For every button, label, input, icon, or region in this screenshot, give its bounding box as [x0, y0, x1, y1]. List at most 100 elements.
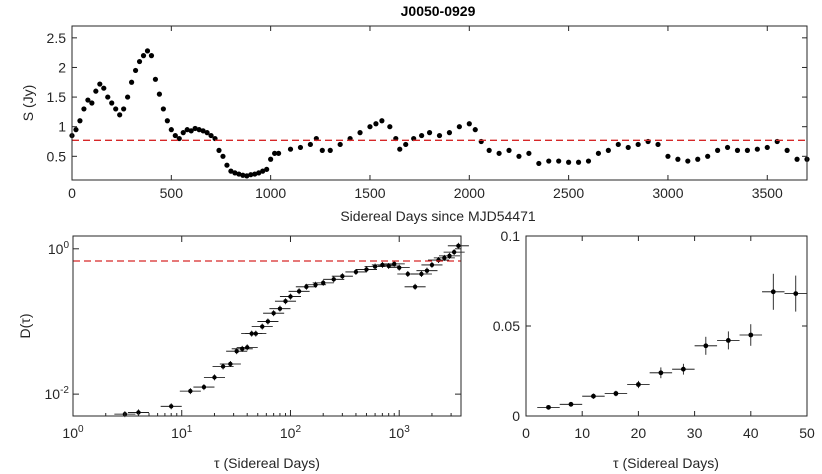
- structure-function-point: [456, 243, 461, 248]
- light-curve-point: [472, 127, 478, 133]
- zoom-point: [725, 338, 731, 343]
- light-curve-point: [97, 81, 103, 87]
- light-curve-point: [705, 153, 711, 159]
- structure-function-point: [283, 299, 288, 304]
- light-curve-point: [125, 94, 131, 100]
- structure-function-zoom-xlabel: τ (Sidereal Days): [613, 455, 719, 471]
- light-curve-xtick-label: 2000: [454, 185, 485, 201]
- structure-function-point: [260, 324, 265, 329]
- light-curve-point: [595, 150, 602, 156]
- light-curve-point: [794, 156, 800, 162]
- light-curve-point: [319, 147, 325, 153]
- zoom-xtick-label: 10: [574, 425, 590, 441]
- light-curve-point: [615, 141, 621, 148]
- structure-function-point: [419, 271, 424, 277]
- zoom-point: [546, 404, 551, 410]
- light-curve-point: [172, 132, 178, 139]
- structure-function-point: [288, 294, 293, 299]
- light-curve-point: [117, 112, 123, 118]
- structure-function-point: [136, 410, 141, 415]
- light-curve-point: [466, 121, 472, 127]
- zoom-xtick-label: 0: [522, 425, 530, 441]
- light-curve-xtick-label: 0: [68, 185, 76, 201]
- light-curve-point: [260, 168, 266, 174]
- structure-function-xlabel: τ (Sidereal Days): [214, 455, 320, 471]
- light-curve-point: [446, 130, 453, 136]
- light-curve-ticks: 0 500 1000 1500 2000 2500 3000 3500 0.5 1 1.5 2 2.5: [47, 26, 807, 201]
- structure-function-zoom-panel: 0 10 20 30 40 50 0 0.05 0.1 τ (Sidereal Days): [493, 228, 815, 471]
- structure-function-point: [212, 375, 217, 380]
- light-curve-point: [148, 53, 155, 59]
- light-curve-point: [379, 118, 385, 124]
- light-curve-xtick-label: 2500: [553, 185, 584, 201]
- light-curve-point: [675, 156, 681, 162]
- structure-function-point: [392, 261, 397, 267]
- light-curve-point: [357, 130, 363, 136]
- structure-function-zoom-ticks: 0 10 20 30 40 50 0 0.05 0.1: [493, 228, 815, 441]
- light-curve-point: [635, 141, 641, 148]
- light-curve-point: [744, 147, 751, 153]
- light-curve-point: [536, 160, 542, 167]
- light-curve-point: [272, 150, 278, 156]
- light-curve-point: [387, 124, 393, 130]
- light-curve-point: [184, 127, 190, 133]
- structure-function-xtick-label: 100: [62, 424, 84, 441]
- light-curve-ytick-label: 0.5: [47, 148, 67, 164]
- structure-function-point: [296, 289, 302, 294]
- light-curve-point: [105, 94, 111, 100]
- light-curve-point: [232, 170, 238, 176]
- zoom-point: [770, 289, 776, 295]
- light-curve-xlabel: Sidereal Days since MJD54471: [340, 208, 536, 224]
- light-curve-point: [436, 132, 443, 139]
- zoom-ytick-label: 0.05: [493, 318, 520, 334]
- structure-function-point: [447, 253, 452, 259]
- light-curve-point: [220, 153, 226, 159]
- light-curve-xtick-label: 1000: [255, 185, 286, 201]
- light-curve-point: [456, 124, 462, 130]
- light-curve-point: [655, 141, 661, 148]
- light-curve-point: [337, 141, 343, 148]
- light-curve-point: [419, 132, 425, 139]
- light-curve-point: [224, 162, 230, 168]
- light-curve-point: [240, 172, 246, 178]
- light-curve-point: [192, 125, 198, 132]
- structure-function-point: [429, 262, 435, 268]
- structure-function-point: [397, 265, 402, 270]
- light-curve-point: [715, 147, 721, 153]
- light-curve-point: [208, 132, 214, 139]
- light-curve-ytick-label: 2: [58, 59, 66, 75]
- structure-function-xtick-label: 103: [389, 424, 411, 441]
- light-curve-point: [128, 79, 135, 85]
- light-curve-point: [403, 141, 409, 148]
- light-curve-point: [109, 100, 115, 106]
- light-curve-xtick-label: 1500: [354, 185, 385, 201]
- light-curve-point: [168, 127, 174, 133]
- light-curve-point: [297, 144, 304, 151]
- light-curve-ytick-label: 1.5: [47, 89, 67, 105]
- light-curve-point: [327, 147, 333, 153]
- structure-function-point: [253, 331, 259, 336]
- light-curve-point: [156, 91, 163, 97]
- light-curve-point: [268, 156, 274, 162]
- light-curve-point: [256, 170, 262, 176]
- light-curve-point: [367, 124, 373, 130]
- structure-function-point: [277, 306, 283, 311]
- structure-function-point: [321, 280, 326, 286]
- light-curve-point: [546, 158, 552, 164]
- structure-function-point: [304, 284, 309, 289]
- light-curve-point: [136, 58, 143, 65]
- light-curve-point: [248, 172, 254, 178]
- structure-function-ytick-label: 10-2: [45, 385, 70, 402]
- light-curve-point: [152, 76, 159, 82]
- light-curve-point: [526, 150, 532, 156]
- light-curve-point: [81, 106, 87, 112]
- structure-function-point: [380, 262, 385, 268]
- light-curve-point: [275, 150, 282, 156]
- light-curve-point: [85, 97, 91, 103]
- light-curve-ylabel: S (Jy): [20, 85, 36, 122]
- light-curve-panel: J0050-0929 0 500 1000 1500 2000 2500 3000 35000…: [20, 3, 810, 224]
- light-curve-point: [93, 88, 99, 94]
- structure-function-zoom-axes: [525, 235, 808, 417]
- structure-function-point: [188, 388, 193, 394]
- zoom-point: [658, 370, 664, 376]
